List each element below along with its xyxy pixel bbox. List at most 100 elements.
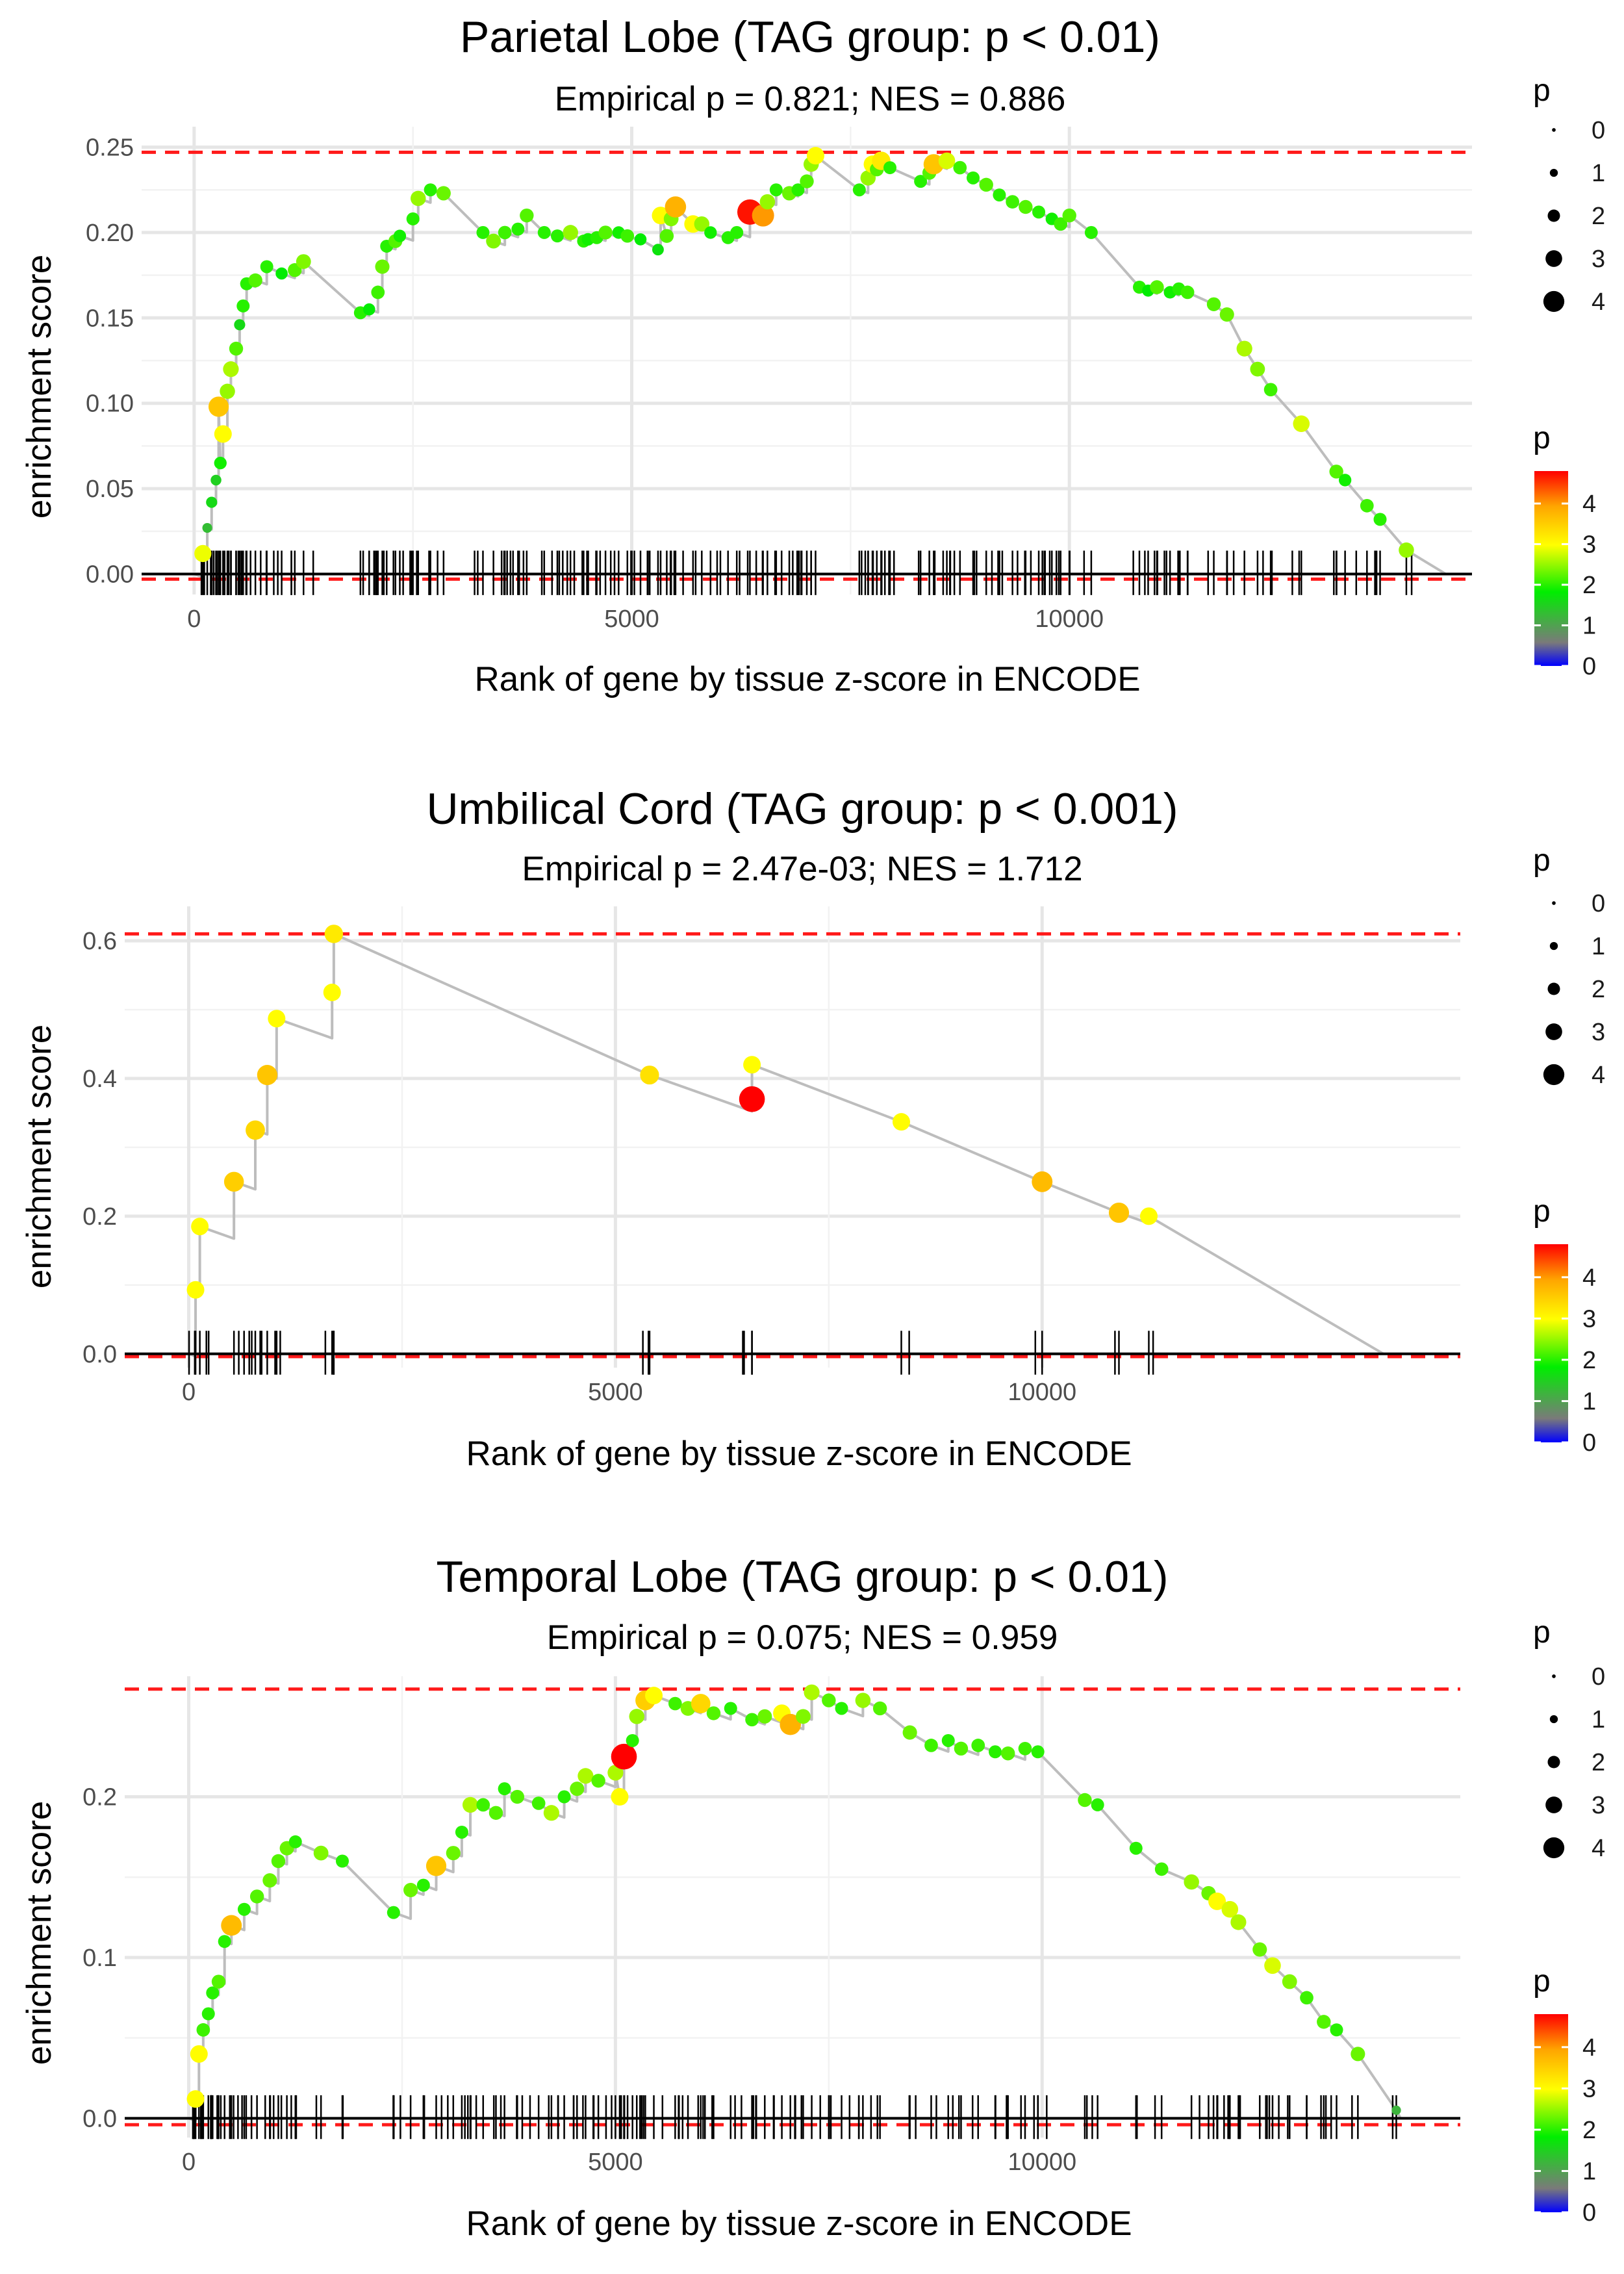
- hit-point: [1018, 1741, 1032, 1756]
- legend-size-dot: [1547, 209, 1560, 222]
- hit-point: [186, 1281, 205, 1299]
- legend-size-title: p: [1533, 1615, 1551, 1650]
- hit-point: [288, 1835, 302, 1848]
- legend-size-dot: [1547, 1756, 1560, 1769]
- hit-point: [724, 1702, 737, 1715]
- hit-point: [1351, 2047, 1365, 2062]
- hit-point: [796, 1709, 811, 1724]
- legend-size-dot: [1552, 128, 1556, 132]
- hit-point: [488, 1806, 503, 1820]
- legend-color: p 4 3 2 1 0: [1533, 1964, 1596, 2227]
- hit-point: [852, 183, 866, 197]
- hit-point: [634, 233, 647, 246]
- hit-point: [1338, 474, 1352, 487]
- hit-point: [780, 1713, 802, 1735]
- hit-point: [403, 1882, 418, 1898]
- legend-size-dot: [1545, 250, 1562, 267]
- grid: [125, 906, 1460, 1368]
- legend-size-label: 3: [1592, 1792, 1605, 1819]
- legend-size-dot: [1545, 1023, 1562, 1040]
- hit-point: [1019, 199, 1033, 214]
- hit-point: [739, 1086, 765, 1112]
- hit-point: [557, 1790, 571, 1804]
- hit-point: [611, 1788, 629, 1806]
- hit-point: [804, 1684, 820, 1700]
- hit-point: [1006, 195, 1019, 209]
- hit-point: [211, 1974, 226, 1989]
- hit-point: [236, 299, 250, 313]
- y-tick-label: 0.2: [82, 1203, 117, 1231]
- hit-point: [941, 1733, 955, 1747]
- hit-point: [652, 244, 664, 256]
- hit-point: [1150, 280, 1164, 294]
- hit-point: [591, 1774, 605, 1788]
- hit-point: [1078, 1793, 1092, 1808]
- hit-point: [249, 1889, 264, 1904]
- chart-title: Parietal Lobe (TAG group: p < 0.01): [460, 12, 1160, 62]
- hit-point: [371, 285, 385, 300]
- hit-point: [416, 1878, 430, 1892]
- hit-point: [883, 161, 896, 175]
- hit-point: [455, 1825, 468, 1839]
- hit-point: [967, 171, 980, 185]
- hit-point: [855, 1693, 871, 1708]
- hit-point: [1221, 1900, 1239, 1918]
- hit-point: [1264, 1957, 1281, 1974]
- hit-point: [954, 1741, 969, 1756]
- legend-color-label: 2: [1582, 2117, 1596, 2144]
- x-tick-label: 5000: [588, 1379, 643, 1406]
- x-axis-label: Rank of gene by tissue z-score in ENCODE: [466, 2204, 1132, 2243]
- hit-point: [234, 319, 246, 331]
- hit-point: [665, 196, 687, 218]
- legend-color-label: 3: [1582, 531, 1596, 559]
- hit-point: [691, 1694, 711, 1713]
- chart-subtitle: Empirical p = 0.075; NES = 0.959: [547, 1618, 1058, 1657]
- hit-point: [229, 341, 244, 356]
- hit-point: [577, 1768, 594, 1784]
- hit-point: [1360, 499, 1374, 513]
- legend-size-dot: [1543, 290, 1565, 313]
- legend-color-label: 3: [1582, 2075, 1596, 2102]
- y-axis-label: enrichment score: [20, 1025, 58, 1289]
- legend-size-label: 4: [1592, 288, 1605, 316]
- plot-area: 0.0 0.1 0.2 0 5000 10000: [82, 1676, 1460, 2176]
- legend-color-label: 0: [1582, 2199, 1596, 2227]
- hit-point: [237, 1902, 251, 1916]
- hit-point: [953, 160, 967, 175]
- hit-point: [208, 396, 229, 417]
- hit-point: [743, 1056, 761, 1074]
- legend-size-dot: [1543, 1837, 1565, 1859]
- hit-point: [221, 1915, 242, 1936]
- hit-point: [668, 1696, 682, 1711]
- legend-size-title: p: [1533, 73, 1551, 108]
- hit-point: [769, 183, 783, 197]
- hit-point: [1139, 1207, 1158, 1225]
- legend-size-label: 1: [1592, 1706, 1605, 1733]
- hit-point: [220, 383, 235, 400]
- hit-point: [375, 259, 390, 274]
- hit-point: [1129, 1841, 1143, 1855]
- hit-point: [194, 544, 212, 563]
- legend-size-label: 4: [1592, 1835, 1605, 1862]
- hit-point: [1317, 2015, 1331, 2029]
- hit-point: [201, 2007, 215, 2021]
- hit-point: [196, 2023, 210, 2037]
- y-axis-label: enrichment score: [20, 1801, 58, 2065]
- hit-point: [791, 183, 805, 197]
- x-tick-label: 10000: [1008, 1379, 1076, 1406]
- legend-color-title: p: [1533, 421, 1551, 455]
- legend-size: p 0 1 2 3 4: [1533, 73, 1605, 316]
- legend-color-title: p: [1533, 1964, 1551, 1999]
- hit-point: [1054, 217, 1068, 231]
- hit-point: [476, 1798, 490, 1812]
- hit-point: [759, 194, 776, 210]
- hit-point: [498, 225, 512, 240]
- panel-umbilical-cord: Umbilical Cord (TAG group: p < 0.001) Em…: [20, 784, 1605, 1473]
- hit-point: [1282, 1974, 1297, 1989]
- hit-point: [1184, 1874, 1199, 1890]
- legend-size-dot: [1547, 982, 1560, 995]
- legend-color-title: p: [1533, 1194, 1551, 1229]
- hit-point: [191, 1218, 209, 1236]
- hit-point: [979, 177, 993, 192]
- hit-point: [218, 1935, 231, 1948]
